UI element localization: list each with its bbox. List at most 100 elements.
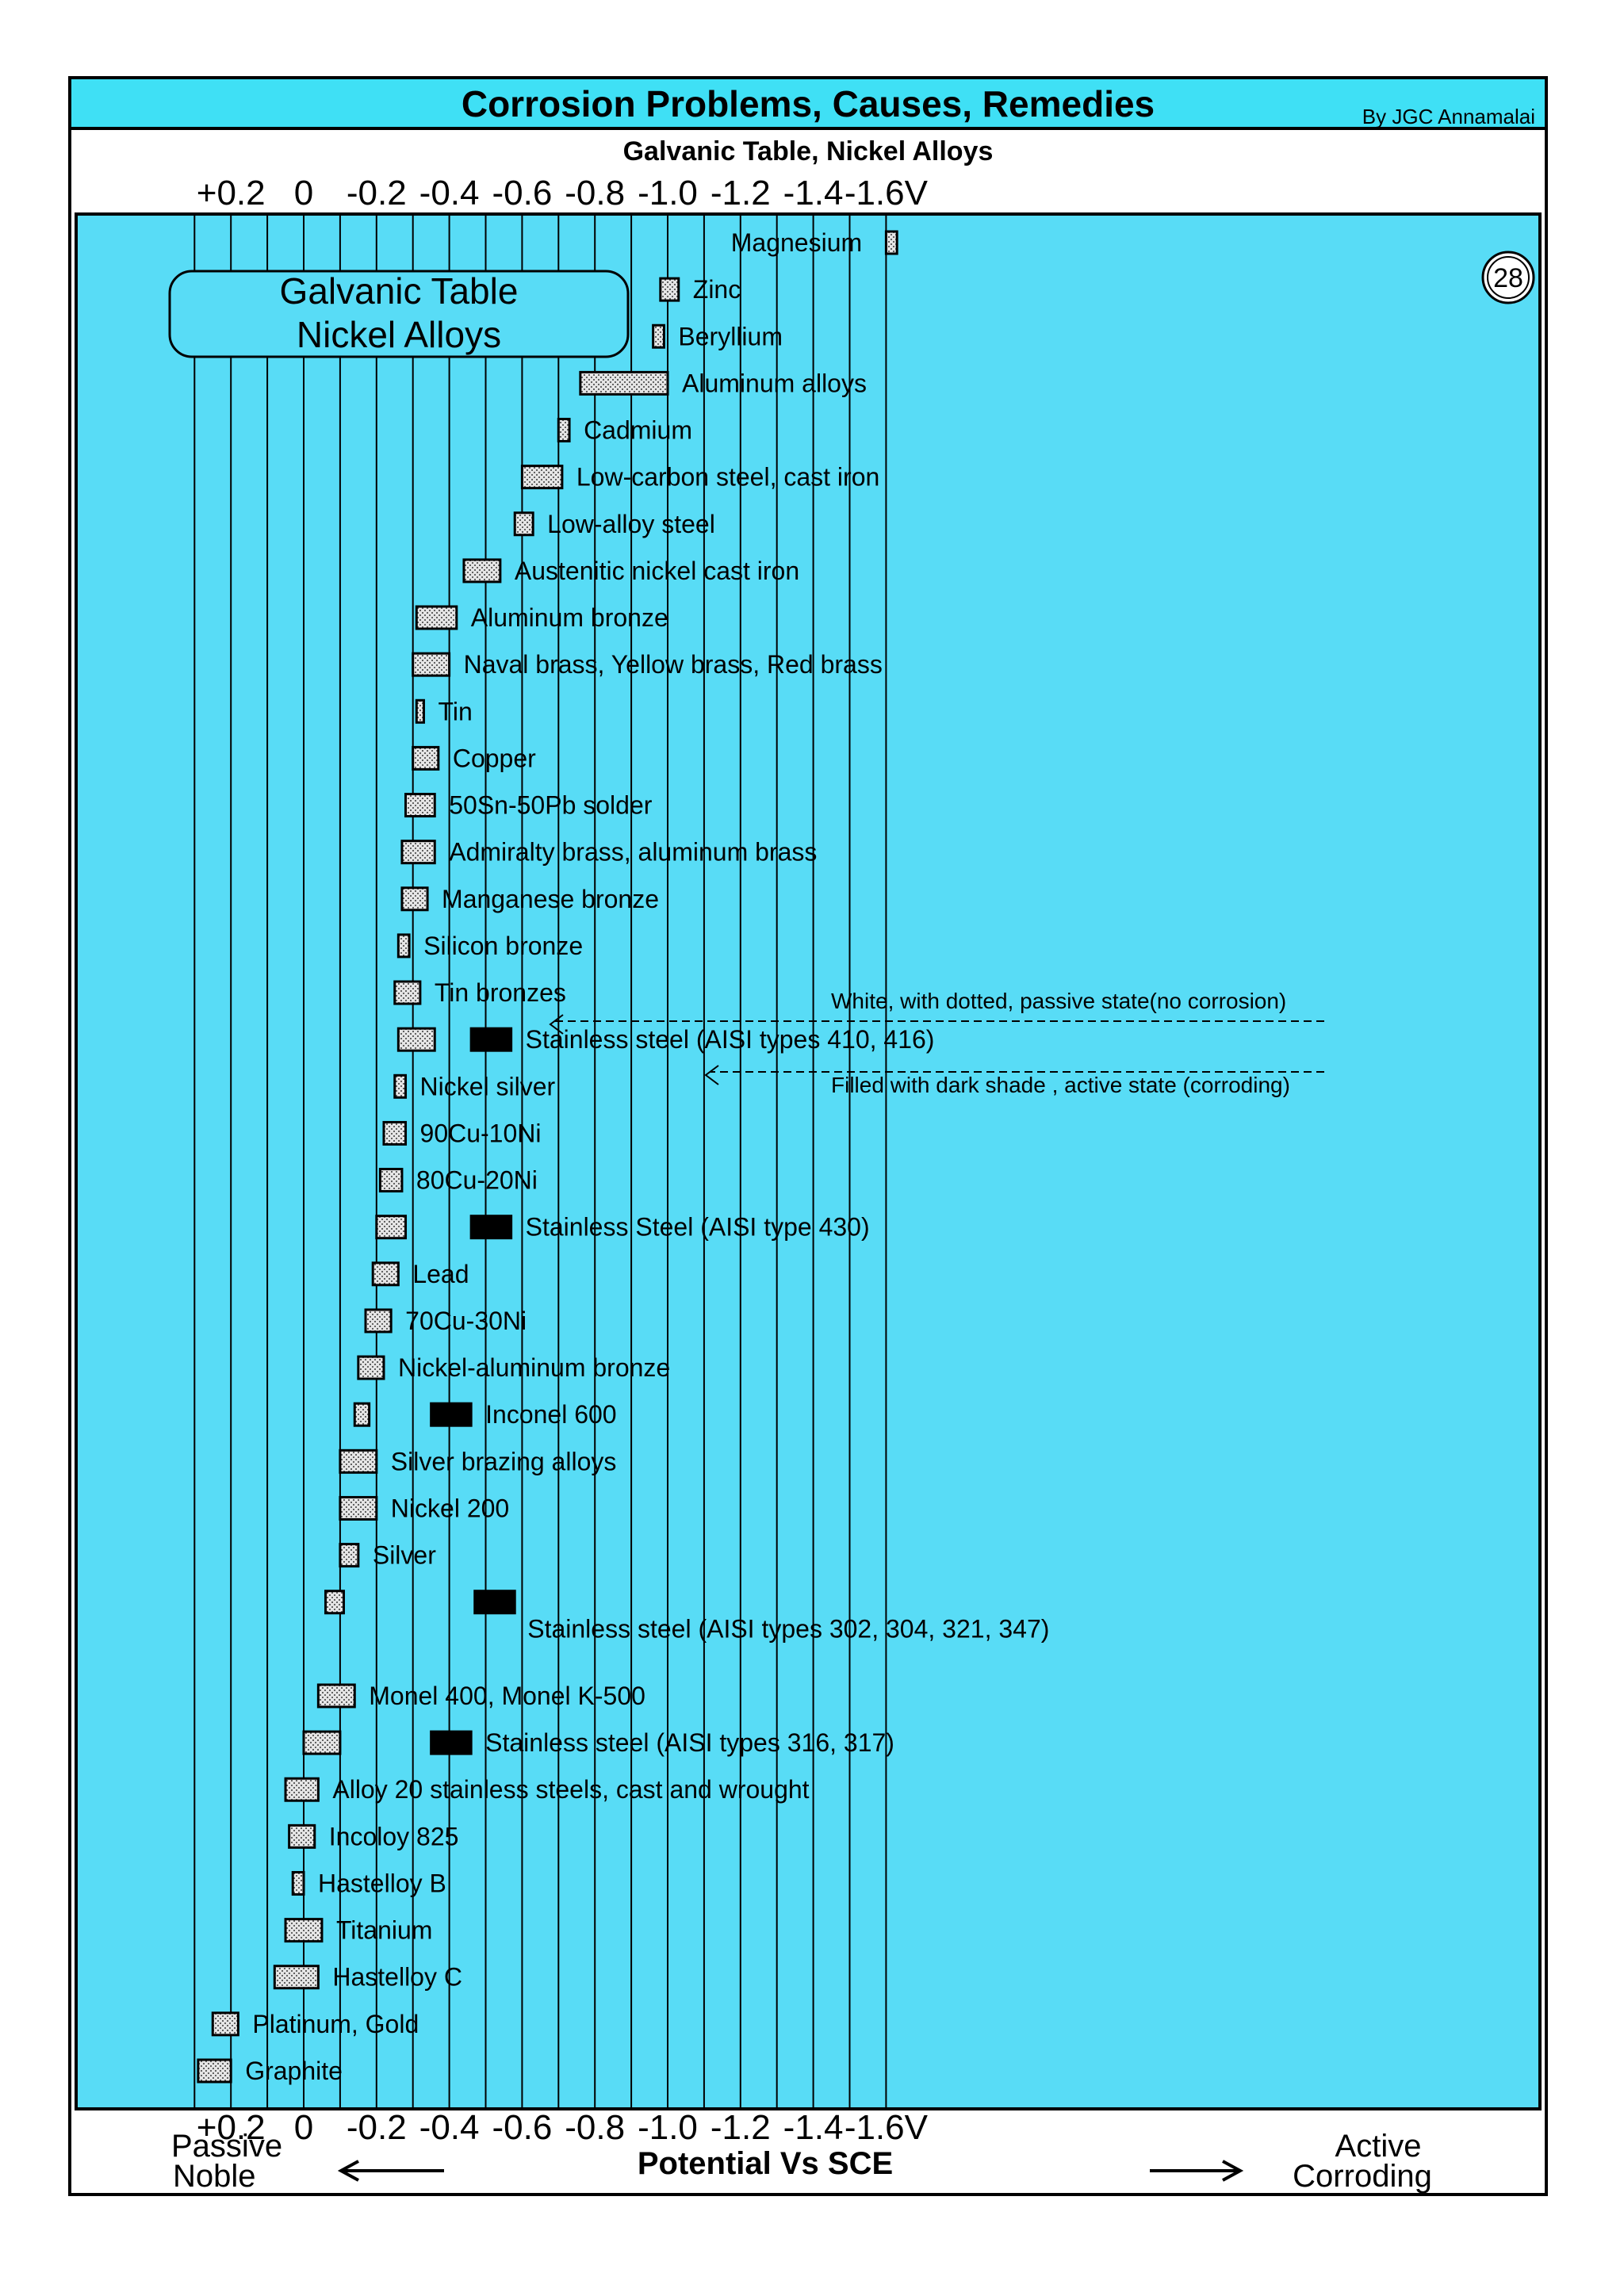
x-tick-bottom: -0.2: [347, 2108, 407, 2147]
row-label: Alloy 20 stainless steels, cast and wrou…: [332, 1775, 809, 1804]
title-bar: Corrosion Problems, Causes, Remedies By …: [71, 79, 1545, 130]
passive-bar: [415, 698, 425, 724]
row-label: 80Cu-20Ni: [416, 1166, 538, 1195]
row-label: 50Sn-50Pb solder: [449, 791, 653, 820]
active-bar: [473, 1590, 516, 1615]
annotations: White, with dotted, passive state(no cor…: [549, 989, 1324, 1097]
row-label: Stainless steel (AISI types 302, 304, 32…: [527, 1614, 1049, 1643]
row-label: Titanium: [336, 1916, 433, 1945]
x-axis-label: Potential Vs SCE: [638, 2146, 893, 2181]
passive-bar: [396, 933, 411, 959]
x-tick-bottom: -0.6: [492, 2108, 552, 2147]
row-label: Low-carbon steel, cast iron: [576, 463, 879, 492]
passive-bar: [404, 793, 436, 818]
passive-bar: [415, 605, 458, 630]
row-label: Nickel-aluminum bronze: [398, 1353, 670, 1382]
passive-bar: [412, 745, 440, 771]
passive-bar: [339, 1495, 378, 1521]
active-bar: [469, 1215, 513, 1240]
row-label: Platinum, Gold: [252, 2010, 419, 2038]
row-label: Austenitic nickel cast iron: [515, 557, 799, 585]
x-tick-top: +0.2: [197, 174, 266, 212]
row-label: Naval brass, Yellow brass, Red brass: [464, 650, 883, 679]
passive-bar: [396, 1027, 436, 1052]
x-ticks-top: +0.2 0 -0.2 -0.4 -0.6 -0.8 -1.0 -1.2 -1.4 -1.6V: [197, 174, 929, 212]
passive-bar: [291, 1870, 305, 1896]
x-tick-bottom: -0.4: [419, 2108, 480, 2147]
passive-bar: [339, 1448, 378, 1474]
passive-bar: [273, 1965, 320, 1990]
passive-bar: [393, 1073, 408, 1099]
noble-label: Noble: [173, 2159, 256, 2194]
passive-bar: [375, 1215, 408, 1240]
row-label: Beryllium: [678, 322, 783, 350]
row-label: Hastelloy C: [332, 1963, 462, 1992]
passive-bar: [302, 1730, 342, 1755]
active-label: Active: [1335, 2129, 1422, 2164]
x-tick-bottom: -1.2: [710, 2108, 771, 2147]
page-title: Corrosion Problems, Causes, Remedies: [461, 83, 1155, 124]
row-label: Nickel 200: [391, 1494, 509, 1522]
active-bar: [430, 1730, 473, 1755]
x-tick-top: -1.0: [638, 174, 698, 212]
annotation-active: Filled with dark shade , active state (c…: [831, 1073, 1290, 1097]
passive-bar: [557, 418, 571, 443]
x-tick-top: -1.6V: [845, 174, 929, 212]
row-label: Aluminum alloys: [682, 369, 867, 397]
corroding-label: Corroding: [1293, 2159, 1432, 2194]
row-label: Cadmium: [584, 416, 692, 445]
x-tick-top: -0.4: [419, 174, 480, 212]
row-label: Tin bronzes: [435, 978, 566, 1007]
author-credit: By JGC Annamalai: [1362, 105, 1535, 128]
passive-bar: [652, 323, 665, 349]
x-tick-bottom: -1.6V: [845, 2108, 929, 2147]
row-label: 70Cu-30Ni: [405, 1307, 527, 1335]
row-label: Graphite: [245, 2057, 343, 2085]
passive-bar: [393, 980, 422, 1005]
passive-bar: [211, 2011, 239, 2037]
x-tick-bottom: 0: [294, 2108, 313, 2147]
row-label: Low-alloy steel: [547, 510, 715, 538]
passive-bar: [364, 1308, 393, 1334]
chart-title-line-1: Galvanic Table: [280, 270, 519, 312]
passive-bar: [288, 1823, 316, 1849]
row-label: Tin: [438, 697, 472, 725]
passive-bar: [400, 886, 429, 912]
passive-bar: [284, 1918, 324, 1943]
axis-footer: Passive Noble Potential Vs SCE Active Co…: [171, 2129, 1432, 2194]
passive-bar: [324, 1590, 345, 1615]
x-tick-top: -0.6: [492, 174, 552, 212]
row-labels: Magnesium Zinc Beryllium Aluminum alloys Cad…: [245, 228, 1049, 2085]
x-tick-bottom: -1.0: [638, 2108, 698, 2147]
passive-bar: [339, 1543, 360, 1568]
passive-bar: [353, 1402, 371, 1427]
row-label: Nickel silver: [420, 1072, 556, 1100]
annotation-passive: White, with dotted, passive state(no cor…: [831, 989, 1286, 1013]
x-tick-top: -0.8: [565, 174, 625, 212]
passive-bar: [316, 1683, 356, 1709]
chart-title-box: Galvanic Table Nickel Alloys: [168, 270, 630, 358]
plot-background: [75, 212, 1542, 2110]
chart-title-line-2: Nickel Alloys: [297, 314, 501, 355]
chart-subtitle: Galvanic Table, Nickel Alloys: [622, 136, 994, 166]
active-bar: [469, 1027, 513, 1052]
row-label: Incoloy 825: [329, 1822, 459, 1850]
passive-bar: [462, 558, 502, 584]
row-label: Copper: [453, 744, 536, 772]
x-tick-bottom: -1.4: [783, 2108, 844, 2147]
active-bar: [430, 1402, 473, 1427]
x-tick-top: 0: [294, 174, 313, 212]
row-label: Silver brazing alloys: [391, 1447, 617, 1475]
passive-bar: [884, 230, 898, 255]
x-tick-top: -1.2: [710, 174, 771, 212]
passive-bar: [412, 652, 451, 677]
row-label: Silver: [373, 1541, 436, 1570]
row-label: Inconel 600: [485, 1400, 616, 1429]
page-number: 28: [1493, 263, 1523, 293]
passive-bar: [371, 1261, 400, 1287]
row-label: Manganese bronze: [442, 885, 659, 913]
passive-bar: [400, 840, 436, 865]
x-tick-bottom: +0.2: [197, 2108, 266, 2147]
bars: [197, 230, 898, 2084]
